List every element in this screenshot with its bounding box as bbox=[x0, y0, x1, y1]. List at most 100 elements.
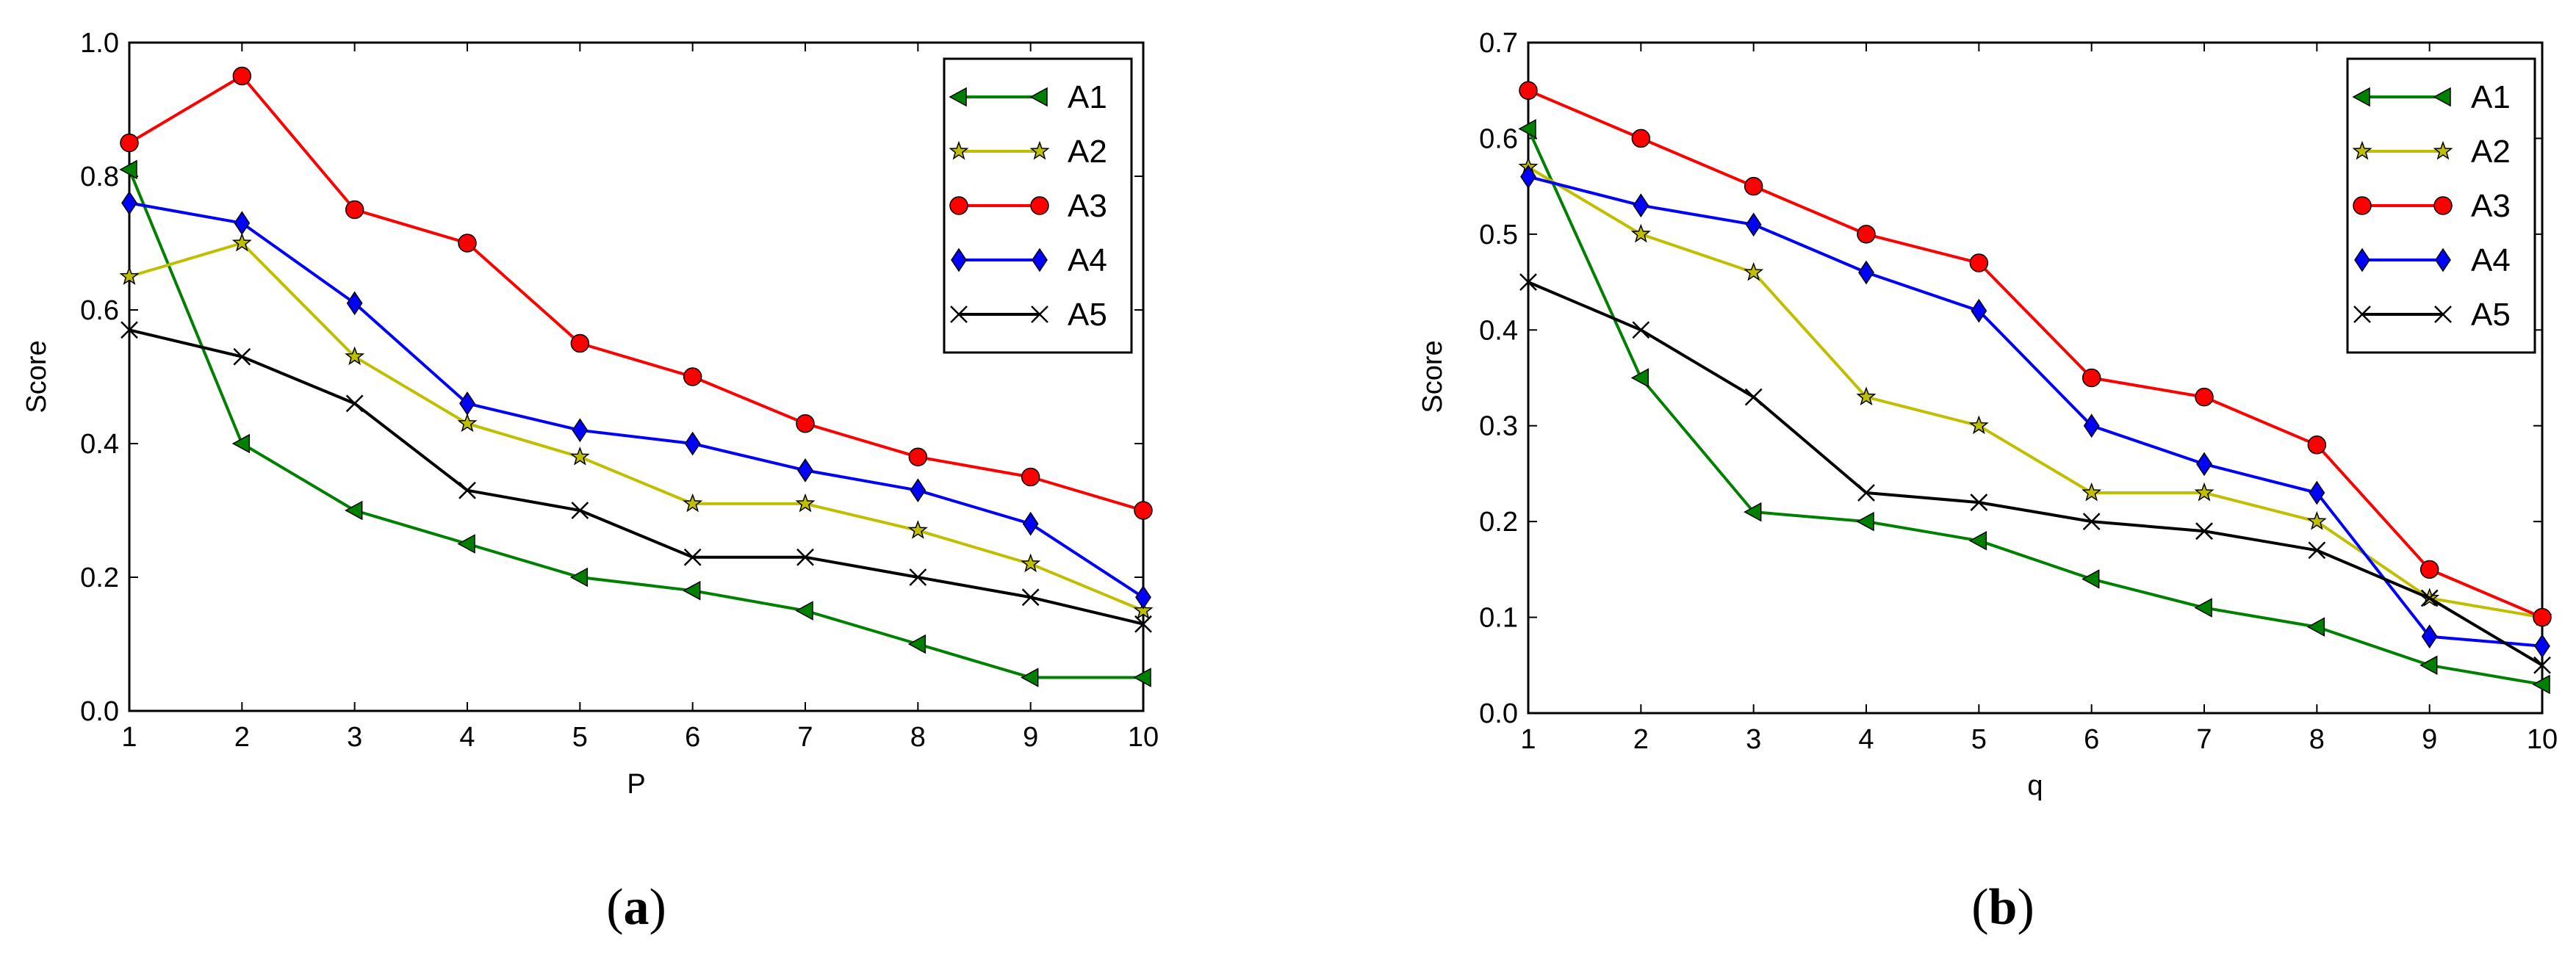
data-point-a1 bbox=[2532, 674, 2550, 695]
series-line-a2 bbox=[129, 242, 1144, 612]
x-tick-label: 4 bbox=[459, 722, 475, 753]
y-tick-label: 0.7 bbox=[1479, 28, 1518, 59]
series-a1 bbox=[119, 159, 1151, 687]
x-tick-label: 10 bbox=[1128, 722, 1159, 753]
data-point-a5 bbox=[1632, 321, 1650, 339]
legend-marker bbox=[2353, 196, 2372, 215]
y-axis-label: Score bbox=[1417, 340, 1448, 413]
data-point-a1 bbox=[1021, 668, 1039, 687]
data-point-a1 bbox=[231, 433, 251, 454]
legend-marker bbox=[2352, 87, 2370, 107]
panel-caption: (b) bbox=[1971, 879, 2034, 936]
data-point-a4 bbox=[1022, 511, 1039, 536]
data-point-a4 bbox=[234, 211, 251, 236]
chart-panel-a: 1 2 3 4 5 6 7 8 9 10 0.0 0.2 0.4 0.6 0.8 1.0 P Score A1… bbox=[21, 28, 1159, 936]
data-point-a5 bbox=[2195, 522, 2213, 541]
chart-panel-b: 1 2 3 4 5 6 7 8 9 10 0.0 0.1 0.2 0.3 0.4 0.5 0.6 0.7 q Sc… bbox=[1417, 28, 2558, 936]
data-point-a4 bbox=[2083, 413, 2100, 438]
x-tick-label: 6 bbox=[2084, 724, 2099, 755]
data-point-a2 bbox=[1021, 553, 1041, 573]
data-point-a2 bbox=[2194, 482, 2215, 502]
x-tick-label: 9 bbox=[2422, 724, 2437, 755]
legend-marker bbox=[951, 247, 967, 272]
data-point-a4 bbox=[684, 431, 701, 456]
data-point-a3 bbox=[1857, 225, 1876, 244]
legend-label: A3 bbox=[1068, 188, 1107, 224]
data-point-a5 bbox=[683, 548, 702, 566]
data-point-a5 bbox=[796, 548, 814, 566]
x-tick-label: 8 bbox=[910, 722, 926, 753]
data-point-a4 bbox=[1135, 585, 1151, 610]
series-line-a3 bbox=[128, 74, 1144, 512]
data-point-a2 bbox=[1856, 386, 1877, 406]
x-tick-label: 3 bbox=[347, 722, 362, 753]
x-tick-label: 2 bbox=[234, 722, 250, 753]
caption-close-paren: ) bbox=[2017, 879, 2034, 936]
series-a5 bbox=[120, 321, 1152, 633]
legend-entry-a2: A2 bbox=[949, 134, 1107, 170]
data-point-a4 bbox=[2309, 480, 2325, 505]
x-tick-label: 7 bbox=[797, 722, 813, 753]
series-line-a5 bbox=[129, 328, 1144, 626]
y-tick-label: 0.2 bbox=[1479, 507, 1518, 538]
x-tick-label: 5 bbox=[1971, 724, 1987, 755]
series-line-a5 bbox=[1528, 281, 2544, 667]
data-point-a4 bbox=[346, 291, 363, 316]
data-point-a2 bbox=[2306, 510, 2327, 530]
legend: A1 A2 A3 A4 A5 bbox=[943, 57, 1133, 354]
data-point-a4 bbox=[459, 391, 475, 416]
data-point-a1 bbox=[2082, 569, 2100, 589]
legend-marker bbox=[949, 196, 968, 215]
data-point-a5 bbox=[1744, 388, 1763, 406]
data-point-a2 bbox=[1630, 223, 1651, 243]
series-line-a2 bbox=[1527, 165, 2543, 619]
legend-marker bbox=[1029, 87, 1048, 107]
series-a4 bbox=[121, 191, 1151, 610]
y-axis-label: Score bbox=[21, 340, 52, 413]
axis-ticks: 1 2 3 4 5 6 7 8 9 10 0.0 0.1 0.2 0.3 0.4 0.5 0.6 0.7 bbox=[1479, 28, 2558, 755]
data-point-a1 bbox=[1744, 502, 1762, 522]
data-point-a1 bbox=[1630, 368, 1649, 388]
data-point-a5 bbox=[1134, 615, 1152, 633]
data-point-a4 bbox=[1858, 260, 1874, 285]
data-point-a5 bbox=[233, 347, 251, 366]
data-point-a3 bbox=[796, 413, 815, 433]
legend-marker bbox=[1031, 306, 1048, 323]
y-tick-label: 0.4 bbox=[1479, 315, 1518, 346]
y-tick-label: 0.5 bbox=[1479, 220, 1518, 250]
legend-entry-a5: A5 bbox=[2353, 297, 2511, 333]
legend-entry-a4: A4 bbox=[2354, 242, 2511, 278]
legend-marker bbox=[2353, 306, 2371, 323]
caption-letter: a bbox=[624, 879, 650, 936]
series-layer bbox=[1518, 81, 2552, 695]
series-line-a4 bbox=[129, 201, 1145, 599]
data-point-a1 bbox=[1968, 530, 1987, 551]
data-point-a1 bbox=[907, 634, 927, 654]
caption-open-paren: ( bbox=[606, 879, 623, 936]
series-a1 bbox=[1518, 119, 2550, 695]
data-point-a3 bbox=[2082, 368, 2101, 388]
legend-entry-a3: A3 bbox=[2353, 188, 2511, 224]
legend-entry-a4: A4 bbox=[951, 242, 1107, 278]
x-tick-label: 2 bbox=[1633, 724, 1649, 755]
data-point-a3 bbox=[2420, 560, 2439, 579]
data-point-a4 bbox=[797, 458, 813, 483]
legend-label: A2 bbox=[1068, 134, 1107, 170]
legend-entry-a1: A1 bbox=[2352, 79, 2511, 115]
data-point-a2 bbox=[2082, 482, 2102, 502]
data-point-a4 bbox=[1633, 193, 1649, 218]
data-point-a2 bbox=[231, 232, 252, 252]
legend-marker bbox=[2433, 87, 2451, 107]
legend-entry-a3: A3 bbox=[949, 188, 1107, 224]
data-point-a2 bbox=[683, 493, 703, 513]
data-point-a5 bbox=[345, 394, 364, 413]
x-tick-label: 6 bbox=[685, 722, 700, 753]
legend-label: A5 bbox=[2471, 297, 2511, 333]
data-point-a5 bbox=[2533, 656, 2551, 674]
legend-label: A4 bbox=[1068, 242, 1107, 278]
y-tick-label: 0.4 bbox=[80, 429, 119, 460]
caption-letter: b bbox=[1989, 879, 2018, 936]
y-tick-label: 0.3 bbox=[1479, 411, 1518, 442]
legend-label: A2 bbox=[2471, 134, 2511, 170]
legend-marker bbox=[2433, 196, 2453, 215]
